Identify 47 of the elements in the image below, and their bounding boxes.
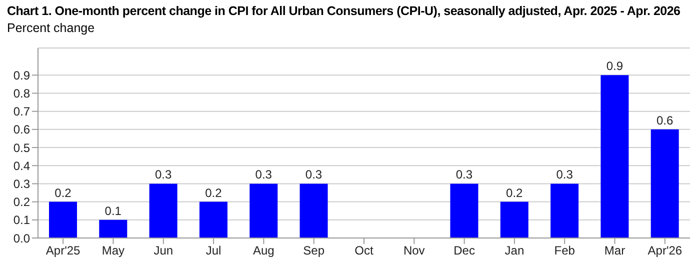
y-tick-label: 0.4 [13, 158, 30, 173]
x-tick-label: Mar [604, 244, 626, 258]
y-tick-label: 0.3 [13, 176, 30, 191]
x-tick-label: Aug [253, 244, 274, 258]
y-tick-label: 0.5 [13, 140, 30, 155]
bar [99, 220, 128, 238]
bar [450, 184, 478, 238]
x-tick-label: Sep [303, 244, 325, 258]
bar [149, 184, 178, 238]
y-tick-label: 0.9 [13, 68, 30, 82]
bar [500, 202, 528, 238]
bar [250, 184, 278, 238]
x-tick-label: Jul [206, 244, 222, 258]
chart-title: Chart 1. One-month percent change in CPI for All Urban Consumers (CPI-U), seasonally adjusted, Apr. 2025 - Apr. 2026 [7, 4, 680, 18]
y-tick-label: 0.7 [13, 104, 30, 119]
bar [600, 75, 629, 238]
bar [49, 202, 77, 238]
data-label: 0.3 [456, 168, 473, 182]
data-label: 0.6 [656, 113, 674, 128]
x-tick-label: Jan [504, 244, 524, 258]
x-tick-label: May [102, 244, 125, 258]
bar [300, 184, 328, 238]
y-tick-label: 0.0 [13, 231, 30, 246]
x-tick-label: Dec [454, 244, 475, 258]
bar [199, 202, 228, 238]
x-tick-label: Nov [403, 244, 425, 258]
data-label: 0.3 [556, 168, 574, 182]
data-label: 0.2 [205, 186, 222, 200]
x-tick-label: Apr'26 [648, 244, 682, 258]
y-tick-label: 0.1 [13, 213, 30, 228]
data-label: 0.3 [154, 168, 172, 182]
x-tick-label: Apr'25 [46, 244, 81, 258]
bar [550, 184, 579, 238]
y-tick-label: 0.6 [13, 122, 30, 137]
bar [650, 129, 679, 238]
y-tick-label: 0.8 [13, 86, 30, 100]
x-tick-label: Oct [354, 244, 374, 258]
data-label: 0.3 [255, 168, 272, 182]
x-tick-label: Feb [554, 244, 576, 258]
data-label: 0.2 [506, 186, 524, 200]
data-label: 0.1 [104, 204, 122, 218]
y-tick-label: 0.2 [13, 195, 30, 210]
data-label: 0.3 [305, 168, 322, 182]
data-label: 0.2 [54, 186, 72, 200]
y-axis-title: Percent change [7, 21, 95, 35]
data-label: 0.9 [606, 59, 624, 74]
x-tick-label: Jun [154, 244, 174, 258]
